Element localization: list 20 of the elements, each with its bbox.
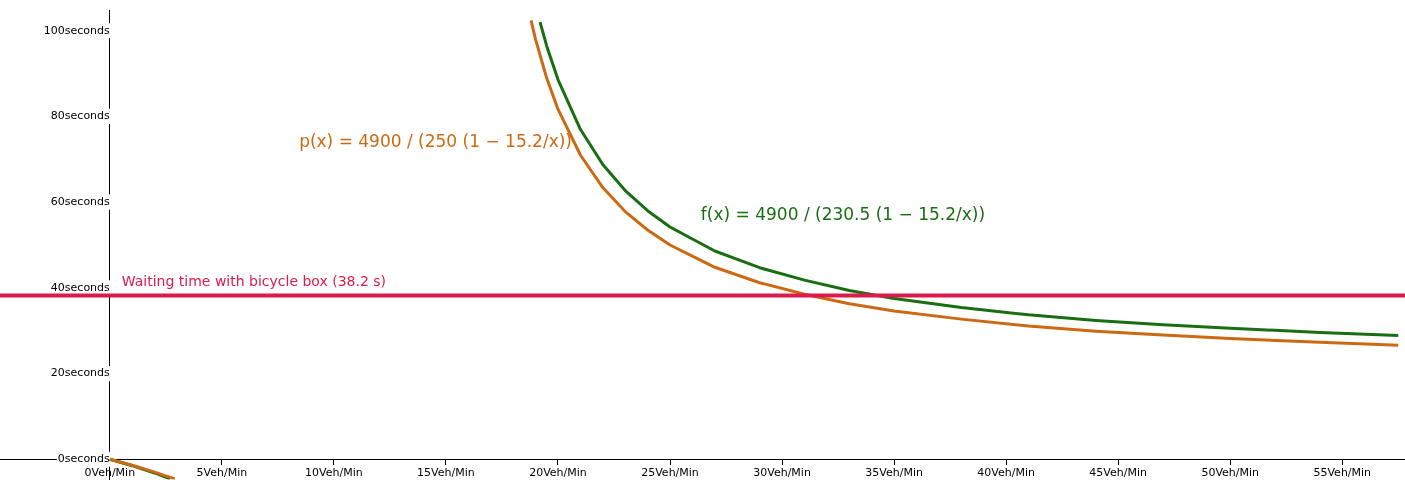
x-tick-label: 20Veh/Min [529,465,587,479]
annotation: p(x) = 4900 / (250 (1 − 15.2/x)) [299,130,572,151]
x-tick-label: 15Veh/Min [417,465,475,479]
x-tick-label: 30Veh/Min [753,465,811,479]
x-tick-label: 35Veh/Min [865,465,923,479]
x-tick-label: 50Veh/Min [1201,465,1260,479]
y-tick-label: 0seconds [57,452,111,466]
y-tick-label: 80seconds [50,109,111,123]
x-tick-label: 45Veh/Min [1089,465,1148,479]
x-tick-label: 40Veh/Min [977,465,1035,479]
y-tick-label: 20seconds [50,366,111,380]
x-tick-label: 25Veh/Min [641,465,699,479]
x-tick-label: 10Veh/Min [305,465,363,479]
x-tick-label: 5Veh/Min [196,465,248,479]
y-tick-label: 100seconds [43,23,111,37]
y-tick-label: 40seconds [50,280,111,294]
ref-line-label: Waiting time with bicycle box (38.2 s) [121,273,387,290]
y-tick-label: 60seconds [50,195,111,209]
annotation: f(x) = 4900 / (230.5 (1 − 15.2/x)) [700,204,986,225]
x-tick-label: 55Veh/Min [1313,465,1372,479]
